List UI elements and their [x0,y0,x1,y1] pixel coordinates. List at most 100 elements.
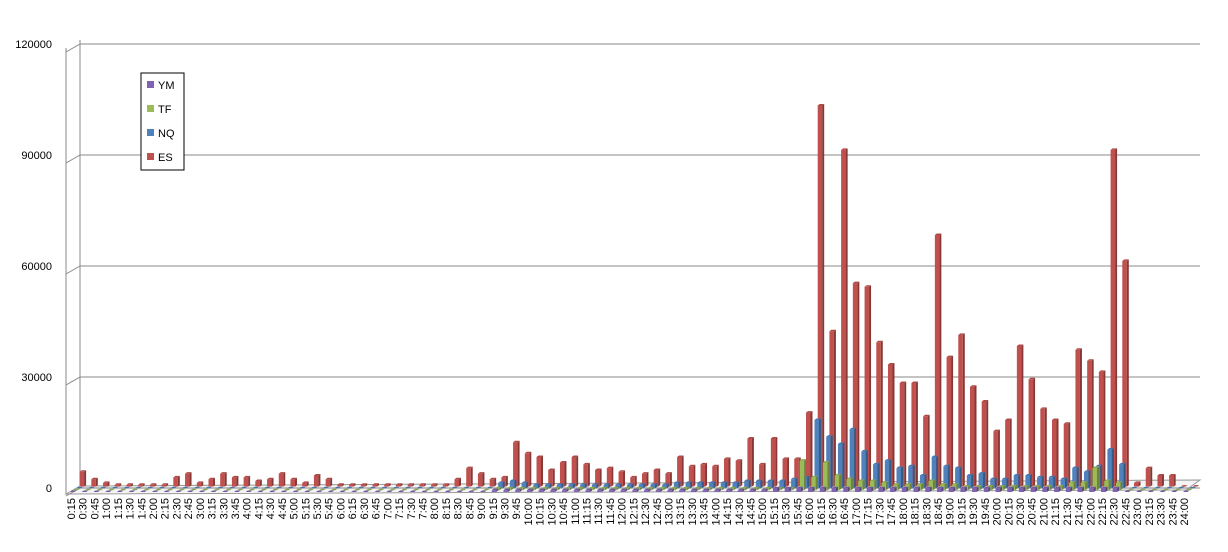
bar [290,479,295,487]
bar-top [131,488,139,491]
bar-top [334,486,341,489]
bar-top [541,486,549,489]
bar-side [1029,473,1032,489]
bar-top [149,483,157,485]
bar [1007,488,1012,492]
bar-side [1009,418,1012,487]
bar-top [571,455,579,457]
x-tick-label: 10:45 [558,498,570,526]
bar-top [632,488,639,491]
bar-top [1028,377,1036,380]
bar-top [79,470,87,472]
bar-top [931,455,939,457]
x-tick-label: 17:30 [874,498,886,526]
bar-side [857,281,860,487]
bar-top [128,490,136,492]
bar-top [983,486,991,489]
bar-side [1041,475,1044,489]
bar-top [1122,259,1129,261]
bar-top [302,481,309,483]
bar-side [154,483,157,487]
bar-top [720,481,728,483]
bar-top [852,281,860,284]
bar-top [849,427,857,430]
bar-side [725,481,728,489]
bar-side [971,473,974,489]
bar-top [325,477,333,480]
bar [597,490,602,492]
bar [1169,475,1174,487]
bar-side [634,475,637,487]
bar-side [906,486,909,492]
bar-top [193,486,201,489]
bar [928,480,933,491]
bar-top [608,488,616,491]
bar-top [316,490,323,492]
bar-top [1075,348,1082,350]
bar-top [187,490,194,492]
bar-side [839,473,842,491]
bar-side [283,472,286,487]
bar-top [653,468,661,470]
bar-top [1189,486,1196,489]
bar-side [658,468,661,487]
bar-top [1115,481,1123,483]
bar-top [665,472,672,474]
x-tick-label: 9:15 [488,498,500,519]
legend: YM TF NQ ES [147,80,175,164]
bar [913,488,919,492]
bar-top [700,462,708,465]
bar [782,458,788,487]
bar [1134,482,1139,487]
bar-top [1089,486,1096,489]
bar-top [981,400,989,402]
bar-top [456,490,464,492]
bar-side [777,486,780,492]
x-tick-label: 5:30 [312,498,324,519]
bar-side [974,385,977,487]
bar-side [1076,466,1079,489]
bar-top [936,486,944,489]
bar [817,105,823,487]
bars [70,104,1200,492]
bar [1001,479,1007,489]
bar-top [260,488,268,491]
bar [337,484,342,487]
bar [632,490,637,492]
bar [697,482,702,489]
bar-side [119,483,122,487]
bar-side [705,462,708,487]
bar-side [869,285,872,487]
bar-side [578,488,581,492]
bar-top [398,490,405,492]
bar-top [975,485,982,487]
bar-top [1147,490,1155,492]
bar-top [1119,462,1126,465]
bar-side [1117,486,1120,492]
bar-top [248,488,256,491]
bar-top [934,233,942,235]
bar [981,401,987,487]
bar-top [1124,490,1131,492]
bar-top [526,488,534,491]
bar [911,383,916,487]
bar-top [290,477,297,480]
bar-top [123,486,130,489]
bar-side [804,459,807,491]
bar [799,460,805,491]
bar-top [770,437,778,439]
bar-side [502,481,505,489]
bar [936,488,942,492]
bar-top [360,483,368,485]
bar-top [1065,486,1073,489]
x-tick-label: 0:15 [66,498,78,519]
bar [896,468,902,489]
bar [749,490,755,492]
bar-side [882,486,885,492]
bar [772,488,778,492]
bar [881,482,887,491]
bar-side [546,486,549,491]
bar-top [735,459,743,461]
bar-side [604,486,607,491]
bar-top [424,488,432,491]
